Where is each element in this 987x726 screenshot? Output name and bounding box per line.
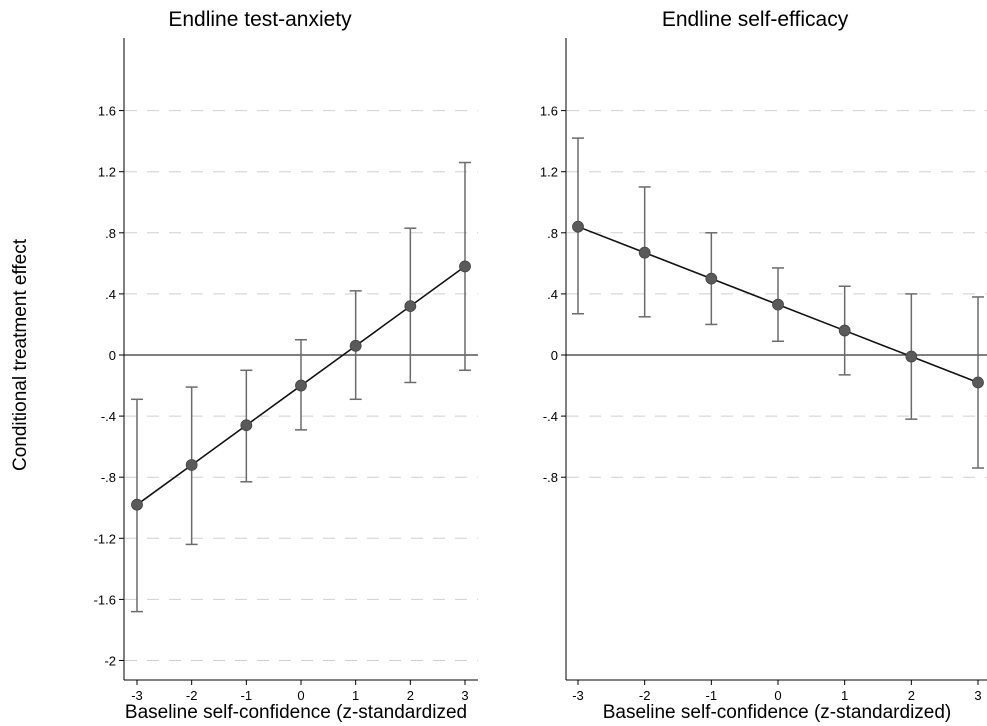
data-point [349, 339, 362, 352]
x-tick-label: -1 [706, 688, 718, 703]
data-point [459, 260, 471, 273]
x-tick-label: -1 [241, 688, 253, 703]
panel-self-efficacy: Endline self-efficacy -.8 -.4 0 .4 .8 1.2 1.6 -3… [540, 8, 987, 723]
data-point [905, 350, 918, 363]
x-tick-label: 2 [407, 688, 414, 703]
y-tick-label: -.4 [101, 409, 116, 424]
x-tick-label: 1 [352, 688, 359, 703]
y-tick-label: -1.2 [94, 531, 116, 546]
y-tick-label: -1.6 [94, 592, 116, 607]
data-point [240, 419, 253, 432]
y-tick-label: .8 [105, 226, 116, 241]
y-tick-label: -.4 [543, 409, 558, 424]
x-tick-label: -3 [572, 688, 584, 703]
data-point [638, 246, 651, 259]
x-axis-label: Baseline self-confidence (z-standardized [125, 702, 467, 723]
panel-title: Endline self-efficacy [662, 8, 849, 31]
panel-test-anxiety: Endline test-anxiety -2 -1.6 -1.2 -.8 -.4 0 .4.… [94, 8, 478, 723]
y-tick-label: 1.2 [540, 165, 558, 180]
x-tick-label: -3 [131, 688, 143, 703]
data-point [404, 300, 417, 313]
y-tick-label: 1.6 [98, 104, 116, 119]
y-tick-label: 1.6 [540, 104, 558, 119]
x-tick-label: 1 [841, 688, 848, 703]
x-tick-label: 0 [297, 688, 304, 703]
y-tick-label: 0 [551, 348, 558, 363]
data-point [972, 376, 984, 389]
panel-title: Endline test-anxiety [168, 8, 352, 31]
x-tick-label: -2 [186, 688, 198, 703]
x-tick-label: -2 [639, 688, 651, 703]
data-point [572, 220, 584, 233]
x-tick-label: 0 [774, 688, 781, 703]
y-tick-label: -2 [104, 654, 116, 669]
data-point [185, 459, 198, 471]
x-axis-label: Baseline self-confidence (z-standardized… [603, 702, 952, 723]
y-tick-label: -.8 [101, 470, 116, 485]
x-tick-label: 3 [974, 688, 981, 703]
y-axis-label: Conditional treatment effect [10, 238, 31, 471]
y-tick-label: .4 [547, 287, 558, 302]
data-point [131, 498, 143, 511]
y-tick-label: 0 [109, 348, 116, 363]
data-point [772, 298, 784, 311]
y-tick-label: .4 [105, 287, 116, 302]
x-tick-label: 3 [461, 688, 468, 703]
y-tick-label: -.8 [543, 470, 558, 485]
y-tick-label: .8 [547, 226, 558, 241]
y-tick-label: 1.2 [98, 165, 116, 180]
data-point [705, 272, 718, 285]
data-point [295, 379, 307, 392]
x-tick-label: 2 [908, 688, 915, 703]
data-point [838, 324, 851, 337]
